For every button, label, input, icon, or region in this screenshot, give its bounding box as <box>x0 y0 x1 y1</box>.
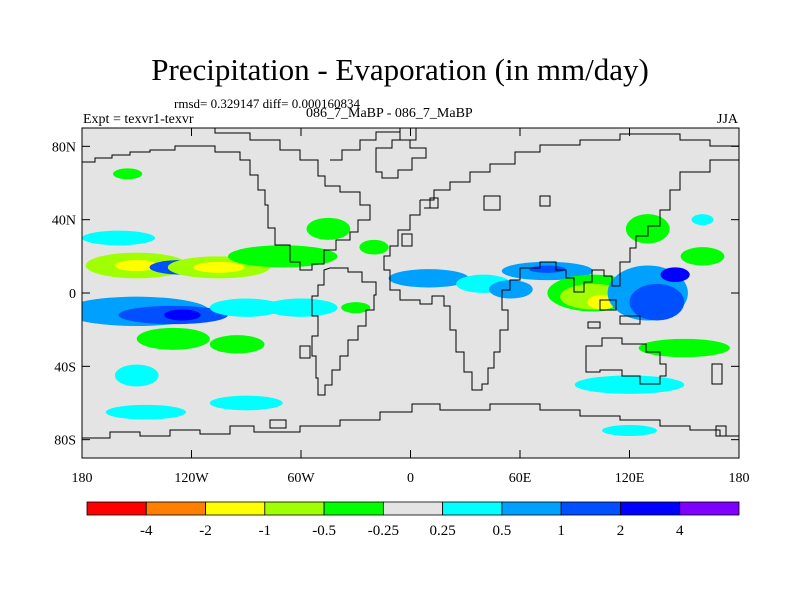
anomaly-patch <box>82 230 155 246</box>
lon-tick-label: 60E <box>509 471 532 486</box>
anomaly-patch <box>388 269 469 288</box>
colorbar-swatch <box>501 501 562 516</box>
anomaly-patch <box>164 309 201 321</box>
anomaly-patch <box>488 280 533 299</box>
anomaly-patch <box>105 404 187 420</box>
colorbar-swatch <box>205 501 266 516</box>
colorbar-swatch <box>86 501 147 516</box>
anomaly-patch <box>691 214 714 226</box>
anomaly-patch <box>228 245 338 268</box>
colorbar-swatch <box>442 501 503 516</box>
anomaly-patch <box>638 338 730 358</box>
lon-tick-label: 120W <box>174 471 209 486</box>
rmsd-diff-stats: rmsd= 0.329147 diff= 0.000160834 <box>174 96 360 111</box>
anomaly-field <box>82 168 730 436</box>
colorbar-label: 4 <box>676 523 684 539</box>
lon-tick-label: 120E <box>615 471 645 486</box>
lon-tick-label: 60W <box>287 471 315 486</box>
colorbar-swatch <box>382 501 444 516</box>
anomaly-patch <box>193 261 245 273</box>
colorbar-swatch <box>620 501 681 516</box>
anomaly-patch <box>114 364 159 387</box>
lon-tick-label: 180 <box>729 471 750 486</box>
lon-tick-label: 0 <box>407 471 414 486</box>
anomaly-patch <box>209 395 283 411</box>
colorbar-swatch <box>323 501 384 516</box>
colorbar-swatch <box>264 501 325 516</box>
anomaly-patch <box>602 425 657 436</box>
anomaly-patch <box>113 168 143 180</box>
experiment-label: Expt = texvr1-texvr <box>83 112 194 127</box>
lon-tick-label: 180 <box>72 471 93 486</box>
colorbar-label: -2 <box>199 523 212 539</box>
anomaly-patch <box>264 298 338 317</box>
lat-tick-label: 40S <box>54 360 76 375</box>
anomaly-patch <box>574 375 685 394</box>
lat-tick-label: 80N <box>52 140 76 155</box>
anomaly-patch <box>114 260 159 271</box>
anomaly-patch <box>629 283 685 321</box>
colorbar-label: -4 <box>140 523 153 539</box>
colorbar-label: -0.5 <box>312 523 336 539</box>
plot-title: Precipitation - Evaporation (in mm/day) <box>151 52 649 87</box>
anomaly-patch <box>209 298 283 317</box>
case-label: 086_7_MaBP - 086_7_MaBP <box>306 106 473 121</box>
colorbar-label: 1 <box>557 523 565 539</box>
anomaly-patch <box>306 217 351 240</box>
colorbar-label: 0.25 <box>430 523 456 539</box>
anomaly-patch <box>660 267 690 282</box>
anomaly-patch <box>359 239 389 255</box>
lat-tick-label: 40N <box>52 214 76 229</box>
anomaly-patch <box>341 302 371 314</box>
colorbar-swatch <box>560 501 621 516</box>
colorbar: -4 -2 -1 -0.5 -0.25 0.25 0.5 1 2 4 <box>86 501 740 539</box>
lat-tick-label: 0 <box>69 287 76 302</box>
anomaly-patch <box>680 247 725 266</box>
colorbar-label: 0.5 <box>493 523 512 539</box>
colorbar-label: 2 <box>617 523 625 539</box>
season-label: JJA <box>717 112 739 127</box>
lat-tick-label: 80S <box>54 434 76 449</box>
colorbar-swatch <box>679 501 740 516</box>
anomaly-patch <box>209 335 265 354</box>
colorbar-label: -1 <box>259 523 272 539</box>
coastlines <box>82 128 739 439</box>
anomaly-patch <box>529 265 566 273</box>
anomaly-patch <box>136 327 210 350</box>
colorbar-label: -0.25 <box>368 523 399 539</box>
colorbar-swatch <box>145 501 206 516</box>
